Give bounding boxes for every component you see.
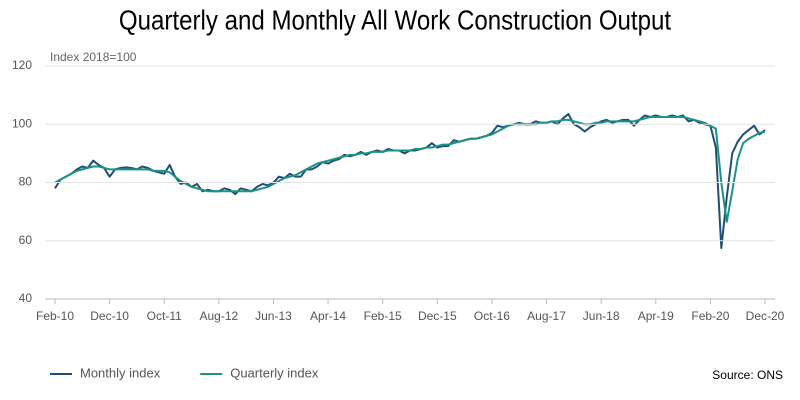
x-tick-label: Aug-17 <box>527 309 566 323</box>
y-tick-label: 40 <box>19 291 33 305</box>
x-tick-label: Oct-16 <box>474 309 510 323</box>
x-tick-label: Apr-19 <box>638 309 674 323</box>
legend: Monthly index Quarterly index <box>50 365 319 380</box>
x-tick-label: Feb-15 <box>364 309 402 323</box>
x-tick-label: Jun-18 <box>583 309 620 323</box>
y-tick-label: 80 <box>19 175 33 189</box>
x-tick-label: Feb-10 <box>36 309 74 323</box>
x-tick-label: Jun-13 <box>255 309 292 323</box>
x-tick-label: Aug-12 <box>199 309 238 323</box>
x-tick-label: Dec-15 <box>418 309 457 323</box>
x-tick-label: Feb-20 <box>691 309 729 323</box>
plot <box>54 113 766 250</box>
series-line <box>54 113 766 250</box>
source: Source: ONS <box>712 368 783 382</box>
x-tick-label: Dec-20 <box>746 309 785 323</box>
y-tick-label: 100 <box>12 116 32 130</box>
series-line <box>54 115 766 223</box>
legend-label: Monthly index <box>80 365 161 380</box>
chart-title: Quarterly and Monthly All Work Construct… <box>119 4 672 36</box>
y-tick-label: 60 <box>19 233 33 247</box>
x-tick-label: Apr-14 <box>310 309 346 323</box>
y-axis-label: Index 2018=100 <box>50 50 137 64</box>
legend-label: Quarterly index <box>230 365 319 380</box>
x-tick-label: Oct-11 <box>147 309 182 323</box>
x-tick-label: Dec-10 <box>90 309 129 323</box>
y-tick-label: 120 <box>12 58 32 72</box>
